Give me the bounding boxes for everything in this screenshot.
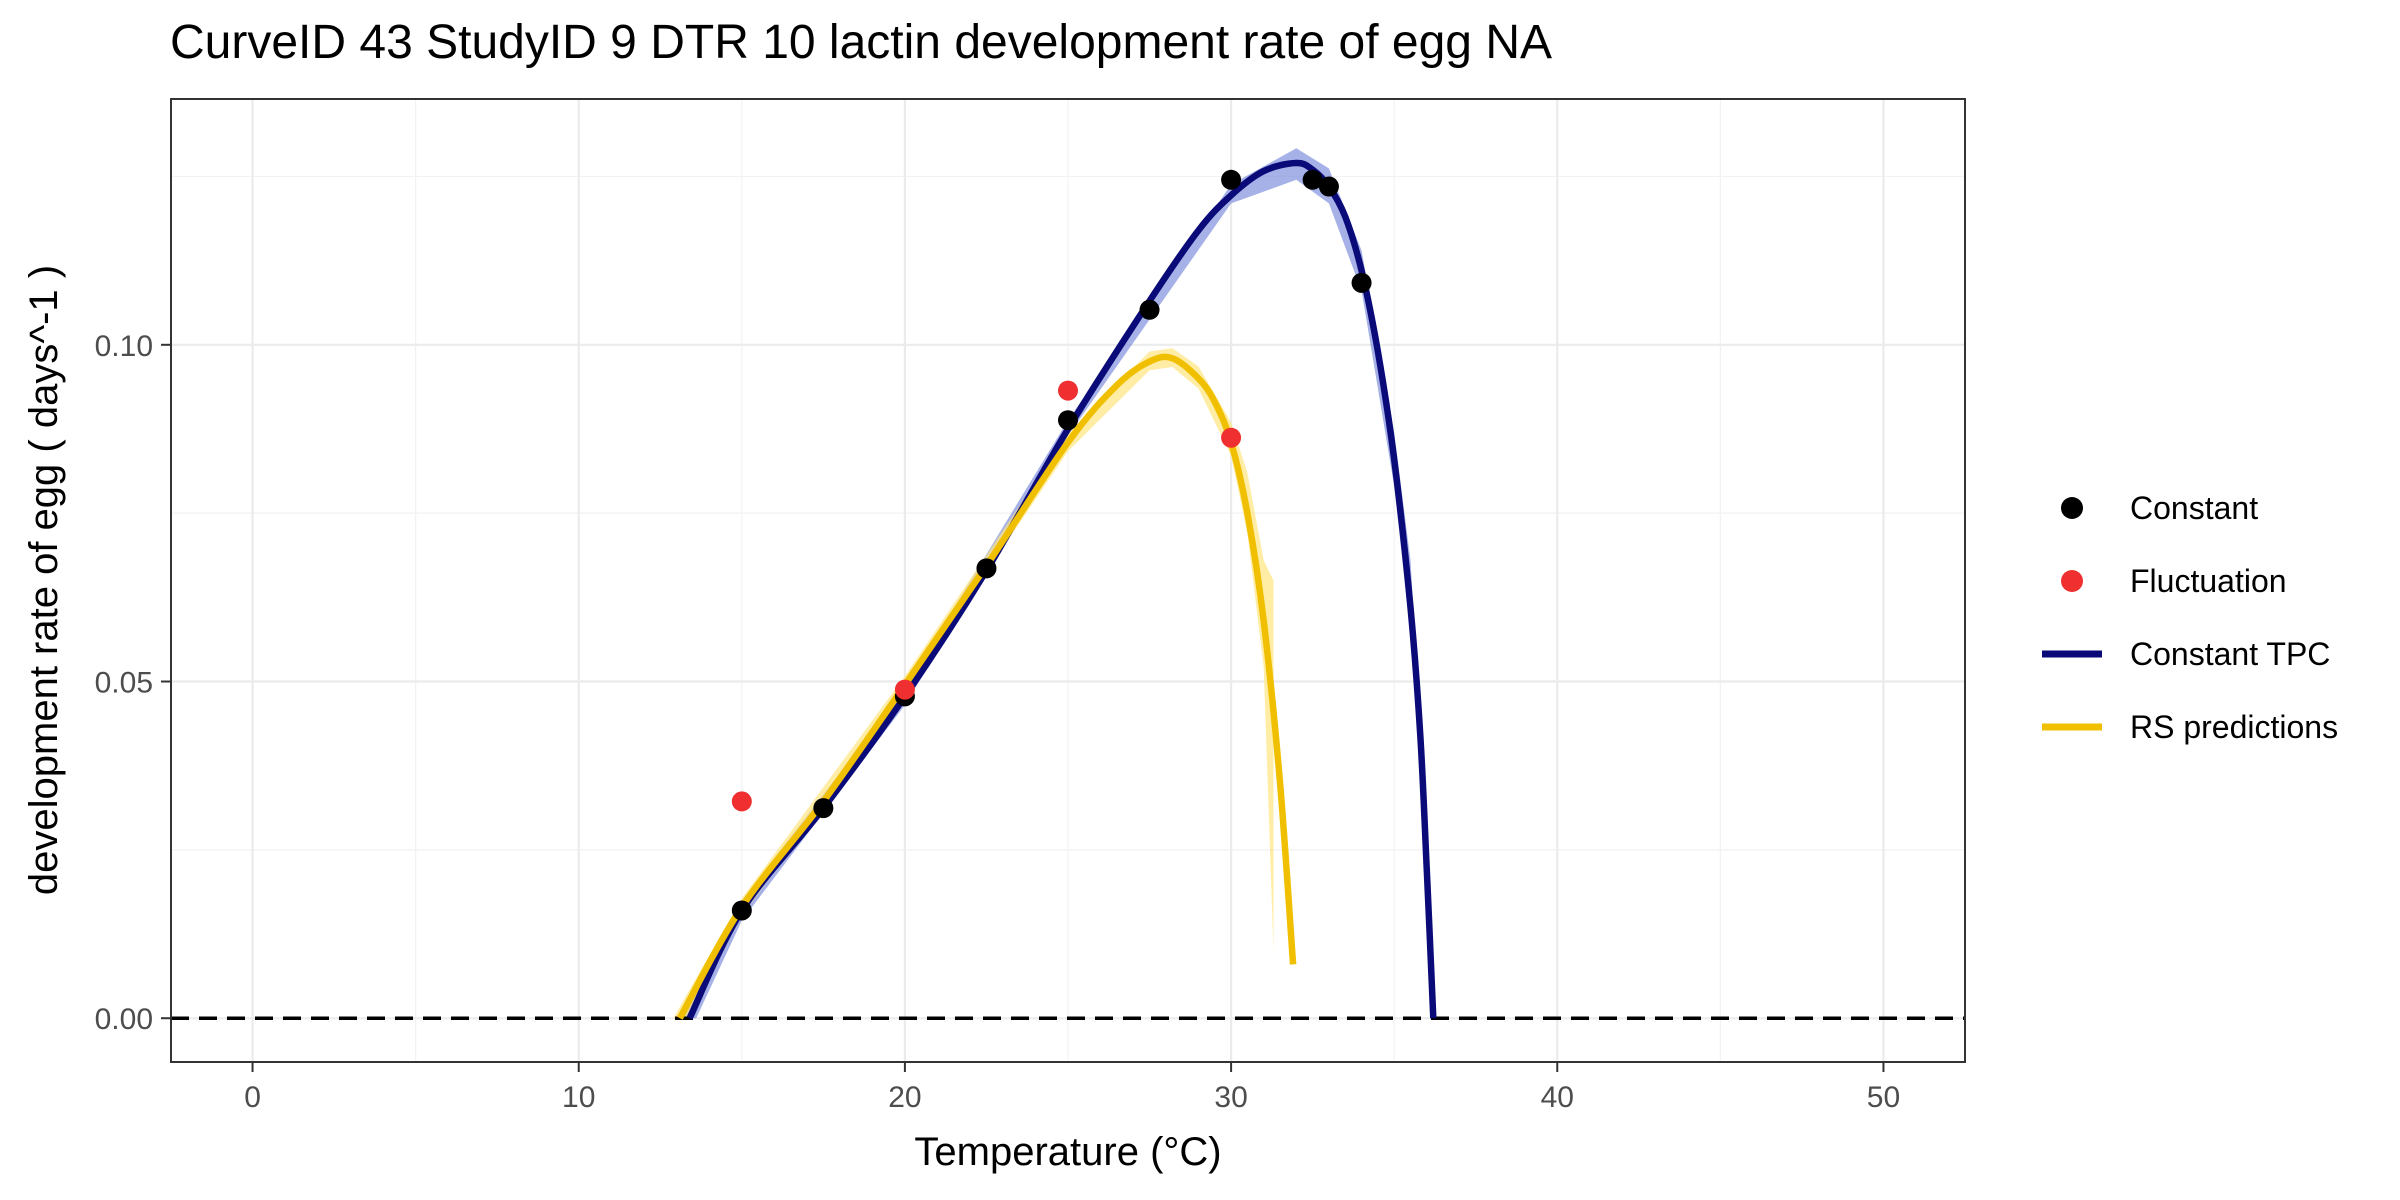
legend-label: Constant TPC (2130, 636, 2330, 672)
data-point (1351, 272, 1372, 293)
data-point (976, 558, 997, 579)
x-axis: 0 10 20 30 40 50 (244, 1062, 1900, 1114)
legend: Constant Fluctuation Constant TPC RS predic… (2042, 490, 2338, 745)
x-tick-label: 0 (244, 1081, 261, 1114)
data-point (1302, 169, 1323, 190)
legend-label: Constant (2130, 490, 2258, 526)
series-line (676, 353, 1297, 1020)
x-tick-label: 30 (1214, 1081, 1247, 1114)
chart-title: CurveID 43 StudyID 9 DTR 10 lactin devel… (170, 16, 1552, 69)
x-tick-label: 10 (562, 1081, 595, 1114)
legend-key-point (2061, 497, 2083, 519)
legend-label: Fluctuation (2130, 563, 2287, 599)
y-tick-label: 0.00 (95, 1003, 153, 1036)
plot-border (170, 98, 1966, 1063)
data-point (1058, 380, 1078, 401)
y-axis-label: development rate of egg ( days^-1 ) (22, 265, 66, 895)
y-tick-label: 0.05 (95, 667, 153, 700)
data-point (731, 900, 752, 921)
confidence-band (683, 148, 1421, 1019)
confidence-band (673, 348, 1274, 1019)
data-point (894, 679, 915, 700)
y-axis: 0.00 0.05 0.10 (95, 330, 171, 1036)
data-point (1058, 410, 1078, 431)
series-points (731, 169, 1372, 921)
legend-label: RS predictions (2130, 709, 2338, 745)
x-tick-label: 50 (1867, 1081, 1900, 1114)
x-tick-label: 20 (888, 1081, 921, 1114)
data-point (1221, 169, 1242, 190)
legend-key-point (2061, 570, 2083, 592)
data-point (1139, 299, 1160, 320)
data-point (813, 798, 834, 819)
y-tick-label: 0.10 (95, 330, 153, 363)
data-point (1221, 427, 1242, 448)
x-axis-label: Temperature (°C) (914, 1130, 1221, 1174)
grid-minor (171, 99, 1965, 1062)
x-tick-label: 40 (1541, 1081, 1574, 1114)
data-point (731, 791, 752, 812)
data-point (1318, 176, 1339, 197)
